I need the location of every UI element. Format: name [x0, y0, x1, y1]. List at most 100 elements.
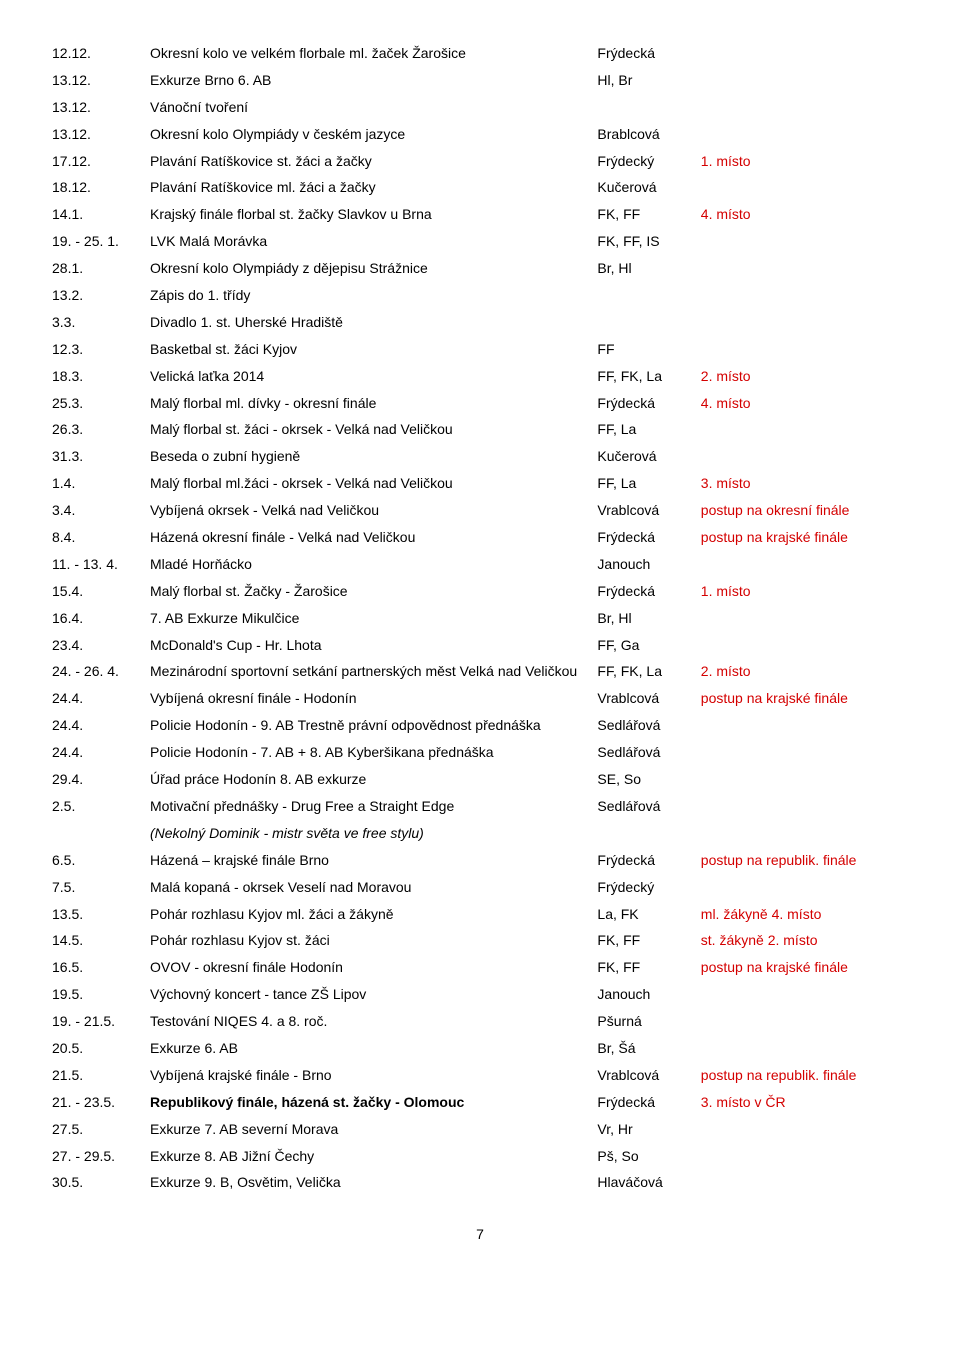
cell-event: Malý florbal ml.žáci - okrsek - Velká na… [148, 470, 595, 497]
table-row: 7.5.Malá kopaná - okrsek Veselí nad Mora… [50, 874, 910, 901]
cell-who: Pšurná [595, 1008, 698, 1035]
table-row: 18.3.Velická laťka 2014FF, FK, La2. míst… [50, 363, 910, 390]
table-row: 28.1.Okresní kolo Olympiády z dějepisu S… [50, 255, 910, 282]
cell-event: Policie Hodonín - 9. AB Trestně právní o… [148, 712, 595, 739]
cell-date: 29.4. [50, 766, 148, 793]
cell-note [699, 981, 910, 1008]
cell-date: 2.5. [50, 793, 148, 820]
cell-date: 27. - 29.5. [50, 1143, 148, 1170]
cell-who: Janouch [595, 981, 698, 1008]
cell-event: Testování NIQES 4. a 8. roč. [148, 1008, 595, 1035]
table-row: 16.5.OVOV - okresní finále HodonínFK, FF… [50, 954, 910, 981]
cell-who: Frýdecká [595, 40, 698, 67]
cell-date [50, 820, 148, 847]
cell-who: FK, FF [595, 201, 698, 228]
cell-date: 11. - 13. 4. [50, 551, 148, 578]
cell-event: Policie Hodonín - 7. AB + 8. AB Kyberšik… [148, 739, 595, 766]
cell-event: 7. AB Exkurze Mikulčice [148, 605, 595, 632]
cell-note [699, 712, 910, 739]
cell-event: Malý florbal ml. dívky - okresní finále [148, 390, 595, 417]
events-table: 12.12.Okresní kolo ve velkém florbale ml… [50, 40, 910, 1196]
cell-event: Vybíjená okresní finále - Hodonín [148, 685, 595, 712]
cell-event: Beseda o zubní hygieně [148, 443, 595, 470]
cell-date: 13.2. [50, 282, 148, 309]
cell-event: Basketbal st. žáci Kyjov [148, 336, 595, 363]
cell-event: Okresní kolo Olympiády v českém jazyce [148, 121, 595, 148]
cell-who: La, FK [595, 901, 698, 928]
cell-note: postup na krajské finále [699, 524, 910, 551]
cell-note [699, 1169, 910, 1196]
table-row: 13.12.Vánoční tvoření [50, 94, 910, 121]
cell-event: OVOV - okresní finále Hodonín [148, 954, 595, 981]
cell-event: Házená okresní finále - Velká nad Veličk… [148, 524, 595, 551]
cell-who: Janouch [595, 551, 698, 578]
cell-note [699, 282, 910, 309]
cell-who: Frýdecká [595, 847, 698, 874]
cell-date: 19. - 25. 1. [50, 228, 148, 255]
cell-event: Motivační přednášky - Drug Free a Straig… [148, 793, 595, 820]
cell-who: FF [595, 336, 698, 363]
cell-who: FK, FF [595, 927, 698, 954]
cell-date: 17.12. [50, 148, 148, 175]
table-row: 26.3.Malý florbal st. žáci - okrsek - Ve… [50, 416, 910, 443]
cell-note [699, 874, 910, 901]
cell-who: Vrablcová [595, 497, 698, 524]
cell-event: Malý florbal st. Žačky - Žarošice [148, 578, 595, 605]
cell-date: 16.5. [50, 954, 148, 981]
cell-event: Malý florbal st. žáci - okrsek - Velká n… [148, 416, 595, 443]
cell-event: Exkurze 8. AB Jižní Čechy [148, 1143, 595, 1170]
cell-who [595, 94, 698, 121]
table-row: 2.5.Motivační přednášky - Drug Free a St… [50, 793, 910, 820]
cell-event: Divadlo 1. st. Uherské Hradiště [148, 309, 595, 336]
cell-note [699, 1116, 910, 1143]
cell-who: Br, Hl [595, 605, 698, 632]
cell-note [699, 632, 910, 659]
table-row: 13.12.Exkurze Brno 6. ABHl, Br [50, 67, 910, 94]
cell-event: Plavání Ratíškovice st. žáci a žačky [148, 148, 595, 175]
cell-event: Mezinárodní sportovní setkání partnerský… [148, 658, 595, 685]
cell-who [595, 282, 698, 309]
cell-note [699, 820, 910, 847]
cell-event: Exkurze Brno 6. AB [148, 67, 595, 94]
cell-who: Frýdecká [595, 524, 698, 551]
cell-date: 13.5. [50, 901, 148, 928]
cell-note: postup na republik. finále [699, 1062, 910, 1089]
table-row: 25.3.Malý florbal ml. dívky - okresní fi… [50, 390, 910, 417]
cell-event: Plavání Ratíškovice ml. žáci a žačky [148, 174, 595, 201]
cell-who: FK, FF [595, 954, 698, 981]
cell-who: Vrablcová [595, 685, 698, 712]
cell-event: Zápis do 1. třídy [148, 282, 595, 309]
cell-who: FF, La [595, 470, 698, 497]
table-row: 14.5.Pohár rozhlasu Kyjov st. žáciFK, FF… [50, 927, 910, 954]
table-row: 27. - 29.5.Exkurze 8. AB Jižní ČechyPš, … [50, 1143, 910, 1170]
cell-date: 12.12. [50, 40, 148, 67]
table-row: 13.12.Okresní kolo Olympiády v českém ja… [50, 121, 910, 148]
cell-date: 14.1. [50, 201, 148, 228]
cell-date: 30.5. [50, 1169, 148, 1196]
cell-event: Okresní kolo Olympiády z dějepisu Strážn… [148, 255, 595, 282]
cell-who: SE, So [595, 766, 698, 793]
table-row: 17.12.Plavání Ratíškovice st. žáci a žač… [50, 148, 910, 175]
cell-date: 20.5. [50, 1035, 148, 1062]
cell-note [699, 605, 910, 632]
table-row: 18.12.Plavání Ratíškovice ml. žáci a žač… [50, 174, 910, 201]
cell-date: 13.12. [50, 121, 148, 148]
cell-event: Házená – krajské finále Brno [148, 847, 595, 874]
cell-note [699, 121, 910, 148]
cell-note: 2. místo [699, 363, 910, 390]
table-row: 24. - 26. 4.Mezinárodní sportovní setkán… [50, 658, 910, 685]
cell-event: Okresní kolo ve velkém florbale ml. žače… [148, 40, 595, 67]
cell-who: FK, FF, IS [595, 228, 698, 255]
cell-note [699, 793, 910, 820]
table-row: 6.5.Házená – krajské finále BrnoFrýdecká… [50, 847, 910, 874]
cell-who: Vrablcová [595, 1062, 698, 1089]
cell-date: 16.4. [50, 605, 148, 632]
cell-who: Hlaváčová [595, 1169, 698, 1196]
cell-date: 31.3. [50, 443, 148, 470]
cell-event: Úřad práce Hodonín 8. AB exkurze [148, 766, 595, 793]
cell-event: Vybíjená okrsek - Velká nad Veličkou [148, 497, 595, 524]
cell-date: 24.4. [50, 685, 148, 712]
cell-date: 8.4. [50, 524, 148, 551]
cell-note [699, 443, 910, 470]
cell-who: Hl, Br [595, 67, 698, 94]
